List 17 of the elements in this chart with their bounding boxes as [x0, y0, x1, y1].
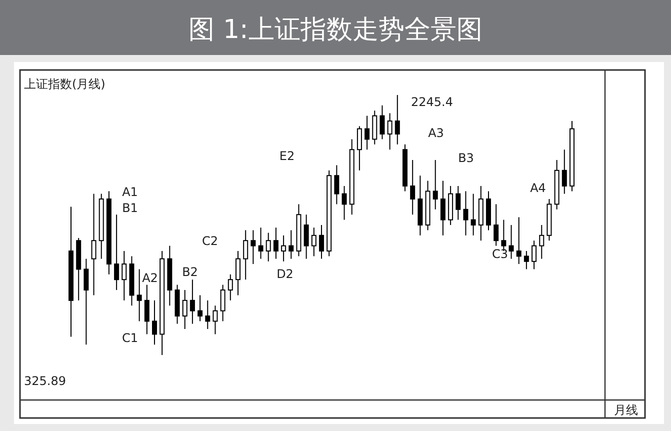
annotation: C2 [202, 234, 218, 248]
annotation: B1 [122, 201, 138, 215]
annotation: D2 [276, 267, 294, 281]
annotation: 月线 [614, 403, 638, 417]
annotation: A4 [530, 181, 546, 195]
annotation: A3 [428, 126, 444, 140]
annotation: B3 [458, 151, 474, 165]
annotation: A1 [122, 185, 138, 199]
annotation: B2 [182, 265, 198, 279]
annotation: 325.89 [24, 374, 66, 388]
annotation: C3 [492, 247, 508, 261]
annotation: A2 [142, 271, 158, 285]
subtitle: 上证指数(月线) [24, 77, 106, 91]
annotation: C1 [122, 331, 138, 345]
annotation: E2 [279, 149, 295, 163]
title: 图 1:上证指数走势全景图 [188, 15, 482, 45]
annotation: 2245.4 [411, 95, 453, 109]
